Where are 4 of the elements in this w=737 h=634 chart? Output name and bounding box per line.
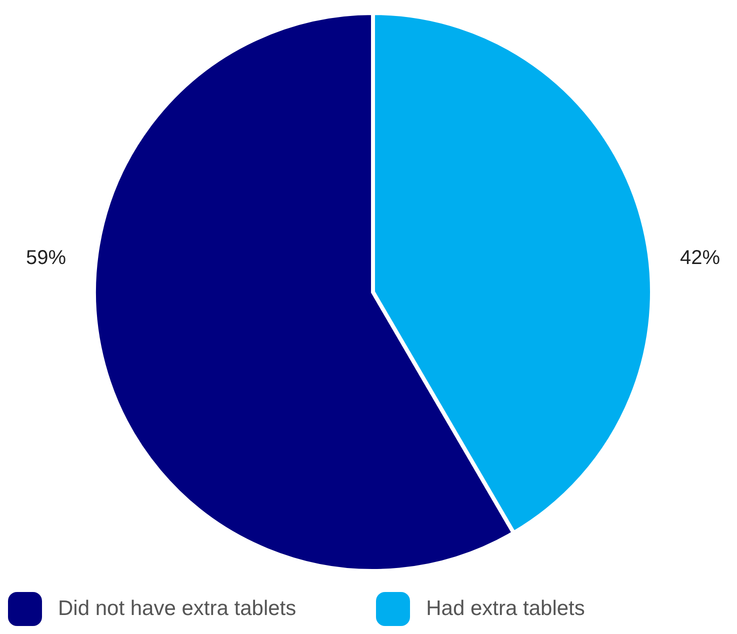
data-label: 59%	[26, 247, 66, 269]
data-label: 42%	[680, 247, 720, 269]
legend-label: Had extra tablets	[426, 597, 585, 621]
legend-label: Did not have extra tablets	[58, 597, 296, 621]
